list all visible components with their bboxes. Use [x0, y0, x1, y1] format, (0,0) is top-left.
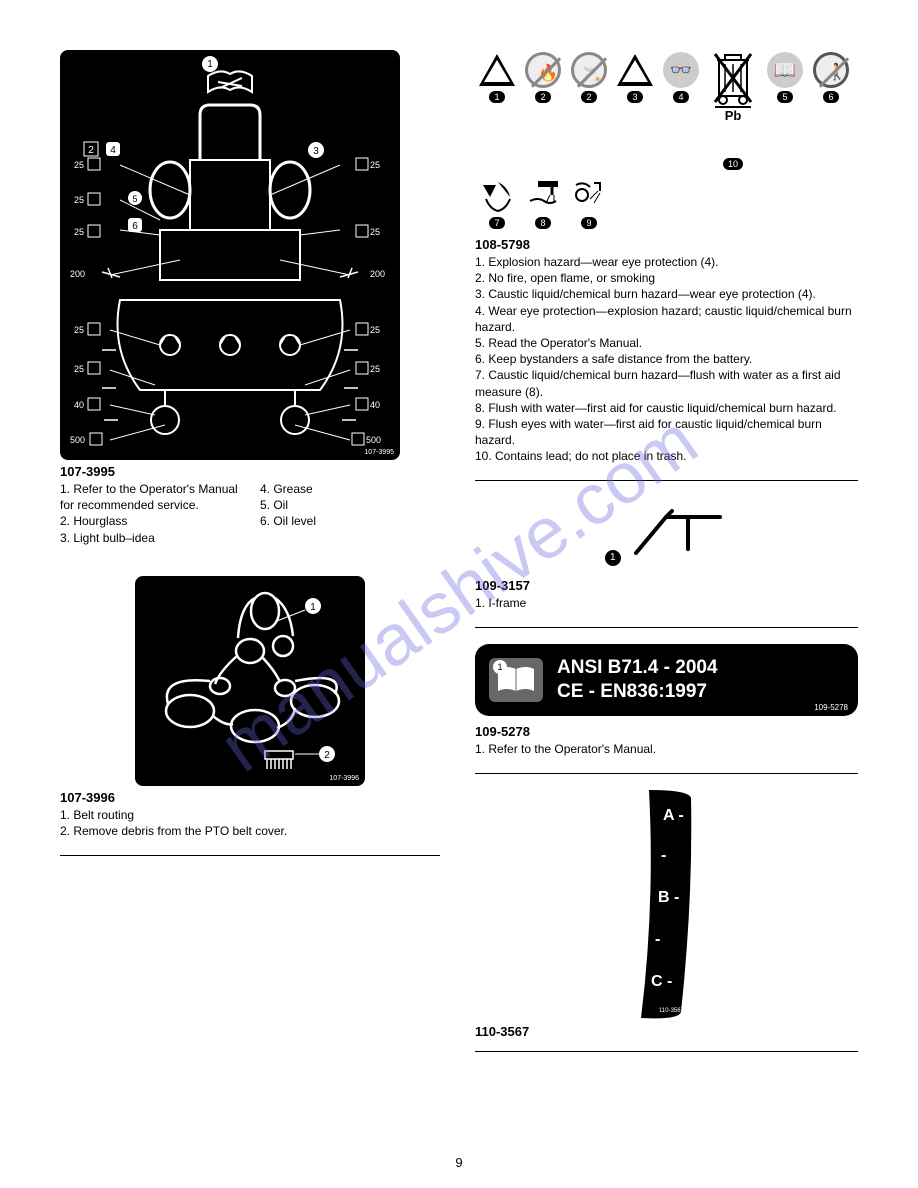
- list-109-3157: 1. I-frame: [475, 595, 858, 611]
- iframe-callout: 1: [605, 550, 621, 566]
- svg-text:40: 40: [74, 400, 84, 410]
- svg-text:A -: A -: [663, 807, 684, 824]
- list-item: 8. Flush with water—first aid for causti…: [475, 400, 858, 416]
- svg-text:6: 6: [132, 221, 138, 232]
- list-item: 5. Read the Operator's Manual.: [475, 335, 858, 351]
- ansi-label: 1 ANSI B71.4 - 2004 CE - EN836:1997 109-…: [475, 644, 858, 716]
- iframe-icon: [628, 505, 728, 564]
- svg-text:500: 500: [366, 435, 381, 445]
- svg-text:200: 200: [370, 269, 385, 279]
- svg-text:25: 25: [370, 227, 380, 237]
- list-item: 5. Oil: [260, 497, 440, 513]
- acid-burn-icon: [477, 176, 517, 216]
- partnum-110-3567: 110-3567: [475, 1024, 858, 1039]
- svg-text:25: 25: [74, 325, 84, 335]
- list-item: 3. Caustic liquid/chemical burn hazard—w…: [475, 286, 858, 302]
- svg-text:2: 2: [88, 145, 94, 156]
- svg-text:2: 2: [324, 750, 330, 761]
- ansi-line2: CE - EN836:1997: [557, 680, 718, 704]
- caustic-icon: ⚗: [615, 50, 655, 90]
- list-item: 9. Flush eyes with water—first aid for c…: [475, 416, 858, 448]
- manual-icon: 1: [489, 658, 543, 702]
- separator: [475, 480, 858, 481]
- read-manual-icon: 📖: [765, 50, 805, 90]
- list-item: 4. Wear eye protection—explosion hazard;…: [475, 303, 858, 335]
- partnum-109-3157: 109-3157: [475, 578, 858, 593]
- list-item: 1. Refer to the Operator's Manual.: [475, 741, 858, 757]
- list-item: 1. Refer to the Operator's Manual for re…: [60, 481, 240, 513]
- partnum-107-3996: 107-3996: [60, 790, 440, 805]
- svg-text:200: 200: [70, 269, 85, 279]
- maintenance-decal: 1: [60, 50, 400, 460]
- page-number: 9: [455, 1155, 462, 1170]
- svg-text:25: 25: [370, 325, 380, 335]
- explosion-icon: ✸: [477, 50, 517, 90]
- svg-text:1: 1: [207, 59, 213, 70]
- svg-text:25: 25: [74, 160, 84, 170]
- ansi-partnum: 109-5278: [814, 703, 848, 712]
- partnum-108-5798: 108-5798: [475, 237, 858, 252]
- separator: [475, 627, 858, 628]
- separator: [60, 855, 440, 856]
- svg-text:B -: B -: [658, 889, 679, 906]
- list-item: 6. Oil level: [260, 513, 440, 529]
- svg-text:110-3567: 110-3567: [659, 1008, 685, 1014]
- list-108-5798: 1. Explosion hazard—wear eye protection …: [475, 254, 858, 464]
- no-trash-icon: Pb: [711, 50, 755, 108]
- abc-label: A - - B - - C - 110-3567: [641, 790, 693, 1020]
- partnum-109-5278: 109-5278: [475, 724, 858, 739]
- list-item: 2. Remove debris from the PTO belt cover…: [60, 823, 440, 839]
- svg-text:25: 25: [74, 195, 84, 205]
- battery-safety-icons: ✸1 🔥2 🚬2 ⚗3 👓4 Pb 10: [475, 50, 858, 229]
- list-item: 6. Keep bystanders a safe distance from …: [475, 351, 858, 367]
- belt-decal: 1 2 107-3996: [135, 576, 365, 786]
- svg-text:5: 5: [132, 194, 137, 204]
- iframe-figure: 1: [475, 497, 858, 574]
- keep-away-icon: 🚶: [811, 50, 851, 90]
- list-item: 7. Caustic liquid/chemical burn hazard—f…: [475, 367, 858, 399]
- eye-protection-icon: 👓: [661, 50, 701, 90]
- svg-text:C -: C -: [651, 973, 672, 990]
- list-item: 1. I-frame: [475, 595, 858, 611]
- separator: [475, 773, 858, 774]
- svg-text:25: 25: [74, 227, 84, 237]
- list-107-3996: 1. Belt routing2. Remove debris from the…: [60, 807, 440, 839]
- no-fire-icon: 🔥: [523, 50, 563, 90]
- list-item: 3. Light bulb–idea: [60, 530, 240, 546]
- no-smoke-icon: 🚬: [569, 50, 609, 90]
- svg-text:40: 40: [370, 400, 380, 410]
- list-item: 1. Explosion hazard—wear eye protection …: [475, 254, 858, 270]
- maintenance-decal-partnum: 107-3995: [364, 449, 394, 456]
- list-109-5278: 1. Refer to the Operator's Manual.: [475, 741, 858, 757]
- list-107-3995: 1. Refer to the Operator's Manual for re…: [60, 481, 440, 546]
- svg-text:25: 25: [370, 364, 380, 374]
- flush-eyes-icon: [569, 176, 609, 216]
- flush-water-icon: [523, 176, 563, 216]
- belt-decal-partnum: 107-3996: [329, 775, 359, 782]
- ansi-line1: ANSI B71.4 - 2004: [557, 656, 718, 680]
- list-item: 4. Grease: [260, 481, 440, 497]
- svg-text:-: -: [655, 931, 660, 948]
- list-item: 2. Hourglass: [60, 513, 240, 529]
- svg-text:25: 25: [370, 160, 380, 170]
- partnum-107-3995: 107-3995: [60, 464, 440, 479]
- svg-text:25: 25: [74, 364, 84, 374]
- list-item: 1. Belt routing: [60, 807, 440, 823]
- svg-text:3: 3: [313, 146, 319, 157]
- separator: [475, 1051, 858, 1052]
- svg-text:4: 4: [110, 145, 116, 156]
- list-item: 2. No fire, open flame, or smoking: [475, 270, 858, 286]
- svg-text:Pb: Pb: [725, 108, 742, 122]
- svg-text:1: 1: [310, 602, 316, 613]
- svg-text:-: -: [661, 847, 666, 864]
- svg-text:500: 500: [70, 435, 85, 445]
- list-item: 10. Contains lead; do not place in trash…: [475, 448, 858, 464]
